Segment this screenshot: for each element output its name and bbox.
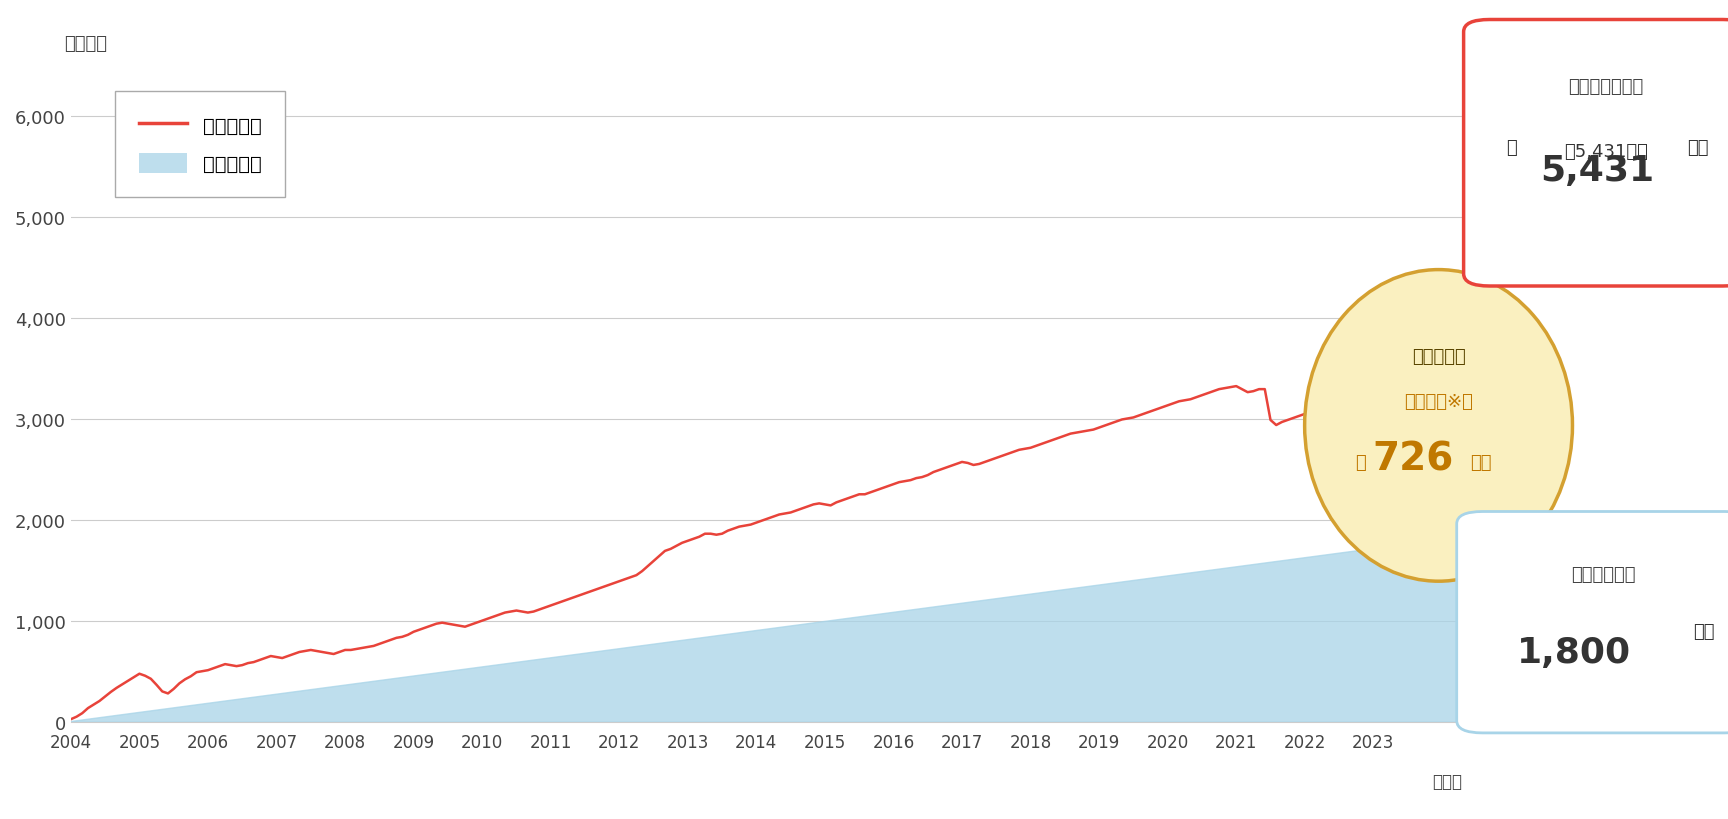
Text: 期待される: 期待される — [1412, 347, 1465, 365]
Text: 5,431: 5,431 — [1540, 154, 1655, 188]
Text: 約: 約 — [1505, 139, 1517, 157]
Text: 節税効果※３: 節税効果※３ — [1405, 392, 1472, 410]
Text: （万円）: （万円） — [64, 35, 107, 53]
Legend: 積立評価額, 累積投資額: 積立評価額, 累積投資額 — [116, 93, 285, 197]
Text: （年）: （年） — [1433, 771, 1462, 790]
Text: 万円: 万円 — [1687, 139, 1709, 157]
Text: 約5,431万円: 約5,431万円 — [1564, 143, 1649, 161]
Text: 累積投資総額: 累積投資総額 — [1571, 565, 1636, 583]
Text: 726: 726 — [1372, 440, 1453, 477]
Text: 万円: 万円 — [1693, 622, 1714, 640]
Text: 万円: 万円 — [1469, 454, 1491, 472]
Text: 最終積立評価額: 最終積立評価額 — [1569, 78, 1643, 96]
Text: 1,800: 1,800 — [1517, 635, 1631, 668]
Text: 約: 約 — [1355, 454, 1367, 472]
